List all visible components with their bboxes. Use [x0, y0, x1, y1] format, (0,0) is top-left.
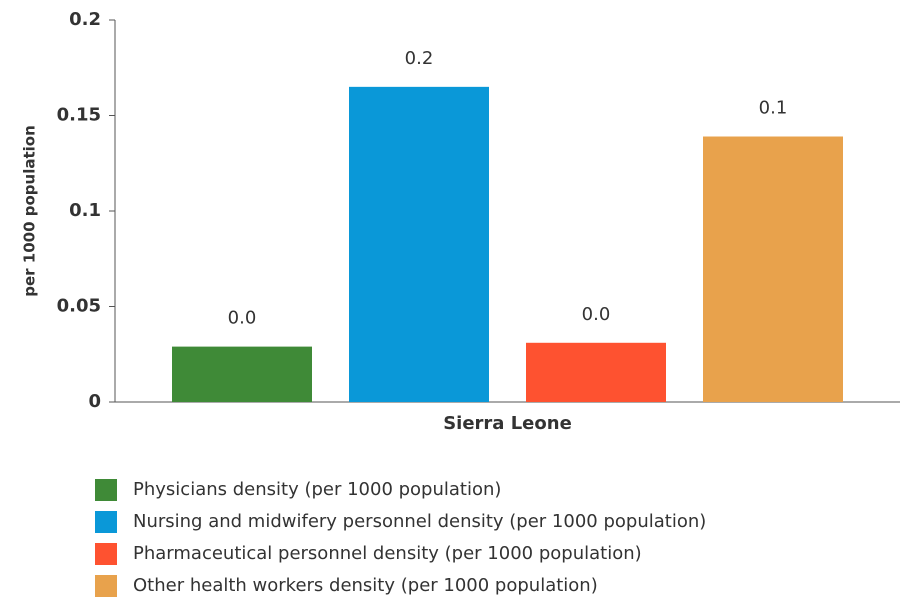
value-label: 0.0 [228, 308, 257, 329]
y-tick-label: 0 [88, 391, 101, 412]
legend-swatch [95, 479, 117, 501]
bar [172, 346, 312, 402]
legend-swatch [95, 543, 117, 565]
bar [703, 136, 843, 402]
value-label: 0.0 [582, 304, 611, 325]
y-tick-label: 0.15 [57, 105, 101, 126]
legend-label: Pharmaceutical personnel density (per 10… [133, 543, 642, 564]
y-tick-label: 0.1 [69, 200, 101, 221]
value-label: 0.2 [405, 48, 434, 69]
y-tick-label: 0.2 [69, 9, 101, 30]
legend-swatch [95, 511, 117, 533]
y-axis-label: per 1000 population [21, 125, 39, 297]
legend-label: Nursing and midwifery personnel density … [133, 511, 706, 532]
bar [349, 86, 489, 402]
legend-label: Physicians density (per 1000 population) [133, 479, 501, 500]
y-tick-label: 0.05 [57, 296, 101, 317]
bar [526, 342, 666, 402]
legend-label: Other health workers density (per 1000 p… [133, 575, 598, 596]
x-tick-label: Sierra Leone [443, 413, 572, 434]
legend-swatch [95, 575, 117, 597]
value-label: 0.1 [759, 98, 788, 119]
